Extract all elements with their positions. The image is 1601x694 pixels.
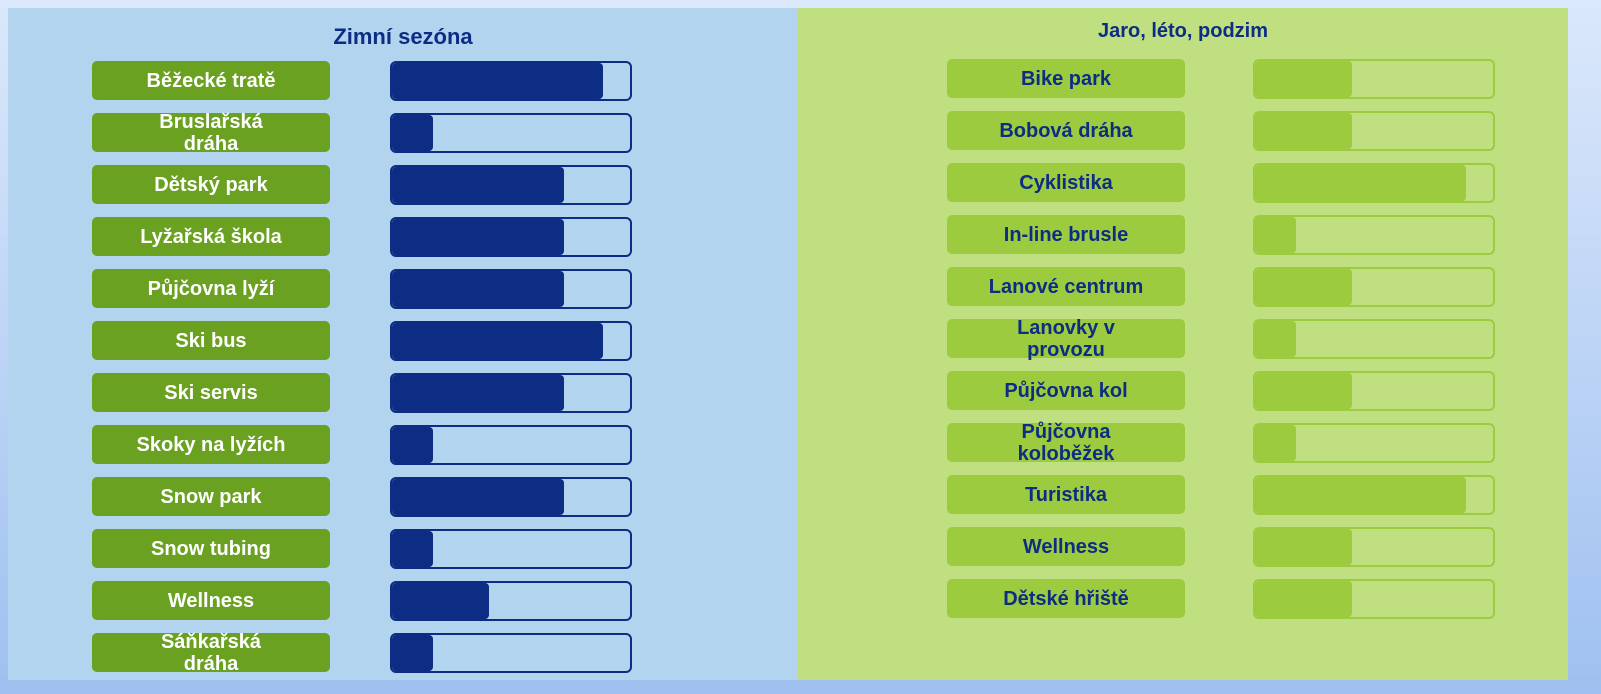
category-label: Půjčovna koloběžek <box>947 421 1185 465</box>
bar-track <box>1253 59 1495 99</box>
bar <box>1255 165 1466 201</box>
category-label: Bobová dráha <box>947 111 1185 150</box>
bar <box>1255 113 1352 149</box>
bar-track <box>390 269 632 309</box>
bar-track <box>390 61 632 101</box>
bar-track <box>390 425 632 465</box>
category-label: Lanovky v provozu <box>947 317 1185 361</box>
bar <box>1255 477 1466 513</box>
category-label: Turistika <box>947 475 1185 514</box>
bar-track <box>1253 475 1495 515</box>
category-label: Skoky na lyžích <box>92 425 330 464</box>
category-label: Snow park <box>92 477 330 516</box>
category-label: Bike park <box>947 59 1185 98</box>
bar-track <box>1253 371 1495 411</box>
bar-track <box>1253 319 1495 359</box>
bar <box>392 375 564 411</box>
bar-track <box>390 529 632 569</box>
category-label: Lanové centrum <box>947 267 1185 306</box>
category-label: Bruslařská dráha <box>92 111 330 155</box>
bar <box>1255 581 1352 617</box>
panel: Zimní sezóna Běžecké tratě Bruslařská dráh… <box>8 8 798 680</box>
bar-track <box>1253 163 1495 203</box>
category-label: Dětské hřiště <box>947 579 1185 618</box>
bar <box>392 63 603 99</box>
bar <box>1255 269 1352 305</box>
bar <box>1255 373 1352 409</box>
category-label: Wellness <box>947 527 1185 566</box>
bar-track <box>1253 111 1495 151</box>
panel: Jaro, léto, podzim Bike park Bobová dráha C… <box>798 8 1568 680</box>
category-label: Wellness <box>92 581 330 620</box>
bar <box>392 531 434 567</box>
bar-track <box>390 113 632 153</box>
bar <box>392 479 564 515</box>
bar <box>1255 217 1297 253</box>
bar <box>392 115 434 151</box>
bar-track <box>1253 215 1495 255</box>
bar <box>392 635 434 671</box>
bar-track <box>1253 579 1495 619</box>
bar <box>392 583 489 619</box>
bar <box>392 271 564 307</box>
category-label: Půjčovna kol <box>947 371 1185 410</box>
category-label: Sáňkařská dráha <box>92 631 330 675</box>
bar-track <box>390 581 632 621</box>
bar-track <box>1253 423 1495 463</box>
bar <box>392 167 564 203</box>
category-label: Dětský park <box>92 165 330 204</box>
category-label: Cyklistika <box>947 163 1185 202</box>
bar <box>1255 321 1297 357</box>
bar <box>392 427 434 463</box>
bar <box>392 323 603 359</box>
bar-track <box>390 217 632 257</box>
category-label: Běžecké tratě <box>92 61 330 100</box>
category-label: Ski bus <box>92 321 330 360</box>
category-label: In-line brusle <box>947 215 1185 254</box>
category-label: Ski servis <box>92 373 330 412</box>
bar-track <box>390 373 632 413</box>
bar-track <box>390 633 632 673</box>
bar <box>1255 61 1352 97</box>
bar-track <box>390 321 632 361</box>
category-label: Lyžařská škola <box>92 217 330 256</box>
bar-track <box>1253 527 1495 567</box>
category-label: Snow tubing <box>92 529 330 568</box>
bar-track <box>390 477 632 517</box>
bar-track <box>1253 267 1495 307</box>
panel-title: Jaro, léto, podzim <box>1097 20 1269 42</box>
category-label: Půjčovna lyží <box>92 269 330 308</box>
bar <box>1255 529 1352 565</box>
bar <box>392 219 564 255</box>
panel-title: Zimní sezóna <box>333 24 473 49</box>
bar-track <box>390 165 632 205</box>
bar <box>1255 425 1297 461</box>
